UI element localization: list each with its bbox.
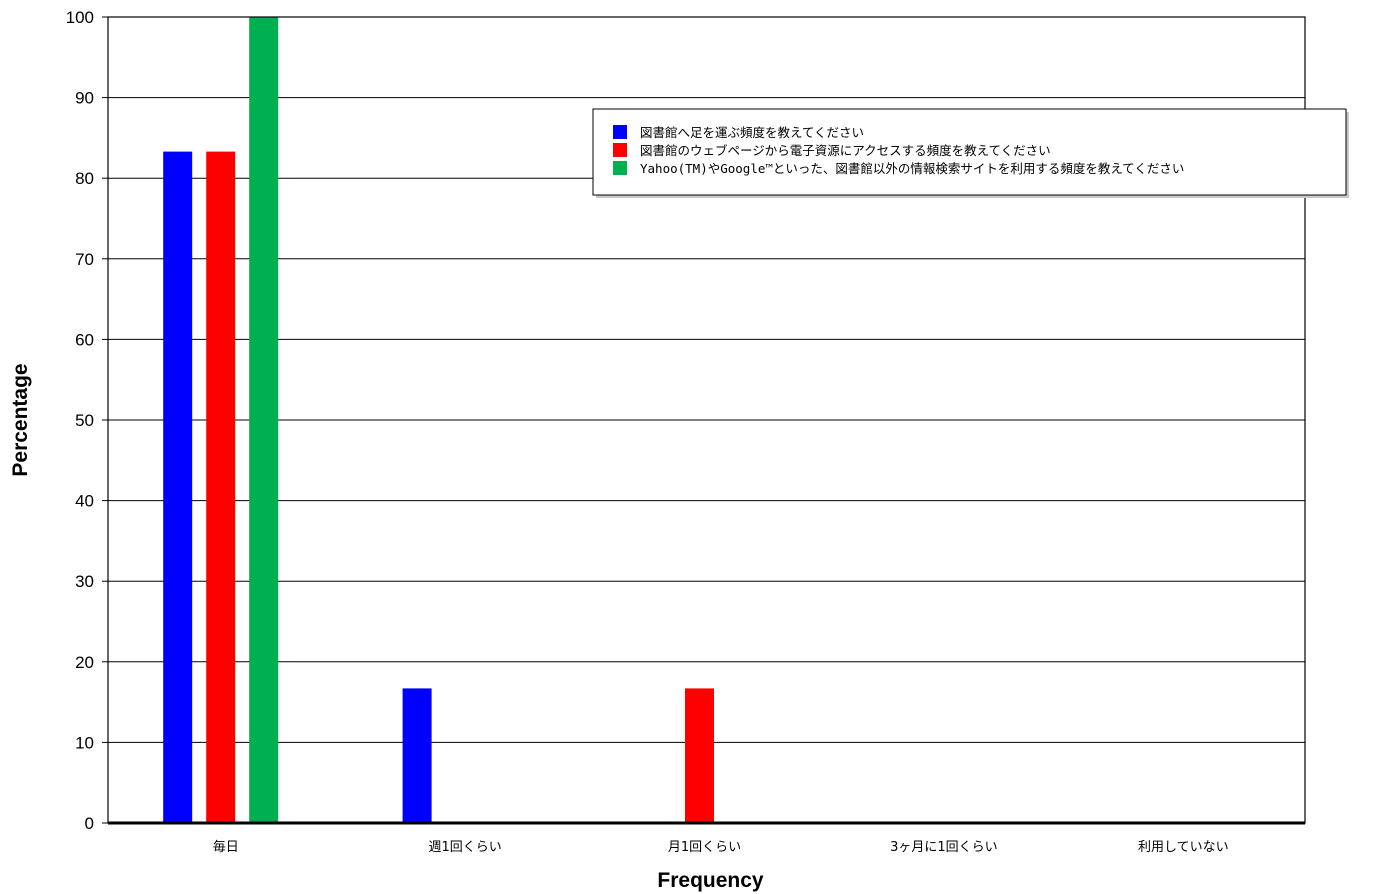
x-tick-label: 月1回くらい xyxy=(668,840,741,855)
y-tick-labels: 0 10 20 30 40 50 60 70 80 90 100 xyxy=(66,8,94,833)
y-tick-label: 30 xyxy=(75,572,94,591)
x-tick-label: 週1回くらい xyxy=(428,840,501,855)
x-axis-title: Frequency xyxy=(657,869,764,892)
legend-label: 図書館のウェブページから電子資源にアクセスする頻度を教えてください xyxy=(640,143,1051,158)
y-tick-label: 20 xyxy=(75,653,94,672)
legend-label: Yahoo(TM)やGoogle™といった、図書館以外の情報検索サイトを利用する… xyxy=(640,161,1184,176)
bar xyxy=(163,151,193,824)
legend-box xyxy=(592,108,1347,196)
legend-swatch xyxy=(613,143,627,157)
y-tick-label: 90 xyxy=(75,89,94,108)
bar xyxy=(685,688,714,823)
x-tick-label: 利用していない xyxy=(1138,840,1229,855)
y-axis-title: Percentage xyxy=(9,363,32,476)
grid-lines xyxy=(102,16,1305,824)
y-tick-label: 50 xyxy=(75,411,94,430)
y-tick-label: 0 xyxy=(85,814,94,833)
x-tick-label: 毎日 xyxy=(213,839,239,855)
legend: 図書館へ足を運ぶ頻度を教えてください図書館のウェブページから電子資源にアクセスす… xyxy=(592,108,1349,198)
bars xyxy=(163,17,714,824)
x-tick-label: 3ヶ月に1回くらい xyxy=(890,840,998,855)
y-tick-label: 40 xyxy=(75,492,94,511)
bar xyxy=(249,17,279,823)
bar xyxy=(206,151,236,824)
x-tick-labels: 毎日 週1回くらい 月1回くらい 3ヶ月に1回くらい 利用していない xyxy=(213,839,1229,855)
legend-swatch xyxy=(613,125,627,139)
y-tick-label: 80 xyxy=(75,169,94,188)
y-tick-label: 100 xyxy=(66,8,94,27)
y-tick-label: 10 xyxy=(75,733,94,752)
bar xyxy=(402,688,432,823)
legend-label: 図書館へ足を運ぶ頻度を教えてください xyxy=(640,125,864,140)
legend-swatch xyxy=(613,161,627,175)
y-tick-label: 70 xyxy=(75,250,94,269)
y-tick-label: 60 xyxy=(75,330,94,349)
